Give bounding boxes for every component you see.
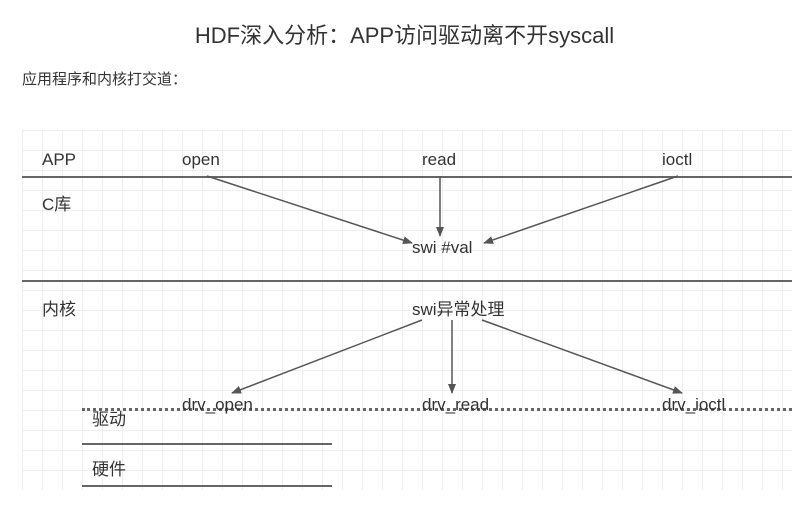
arrows-layer [22,130,792,490]
layer-clib: C库 [42,190,71,215]
layer-driver: 驱动 [92,405,126,430]
layer-hw: 硬件 [92,455,126,480]
node-drvioctl: drv_ioctl [662,395,725,415]
node-open: open [182,150,220,170]
syscall-diagram: APP C库 内核 驱动 硬件 open read ioctl swi #val… [22,130,792,490]
arrow-ioctl-to-swi [484,176,678,243]
page-title: HDF深入分析：APP访问驱动离不开syscall [0,18,809,50]
node-swi: swi #val [412,238,472,258]
subtitle: 应用程序和内核打交道： [22,68,187,89]
arrow-open-to-swi [207,176,412,243]
node-drvopen: drv_open [182,395,253,415]
arrow-swiexc-to-drvopen [232,320,422,393]
layer-kernel: 内核 [42,295,76,320]
node-ioctl: ioctl [662,150,692,170]
arrow-swiexc-to-drvioctl [482,320,682,393]
node-read: read [422,150,456,170]
layer-app: APP [42,150,76,170]
node-swiexc: swi异常处理 [412,295,505,320]
node-drvread: drv_read [422,395,489,415]
